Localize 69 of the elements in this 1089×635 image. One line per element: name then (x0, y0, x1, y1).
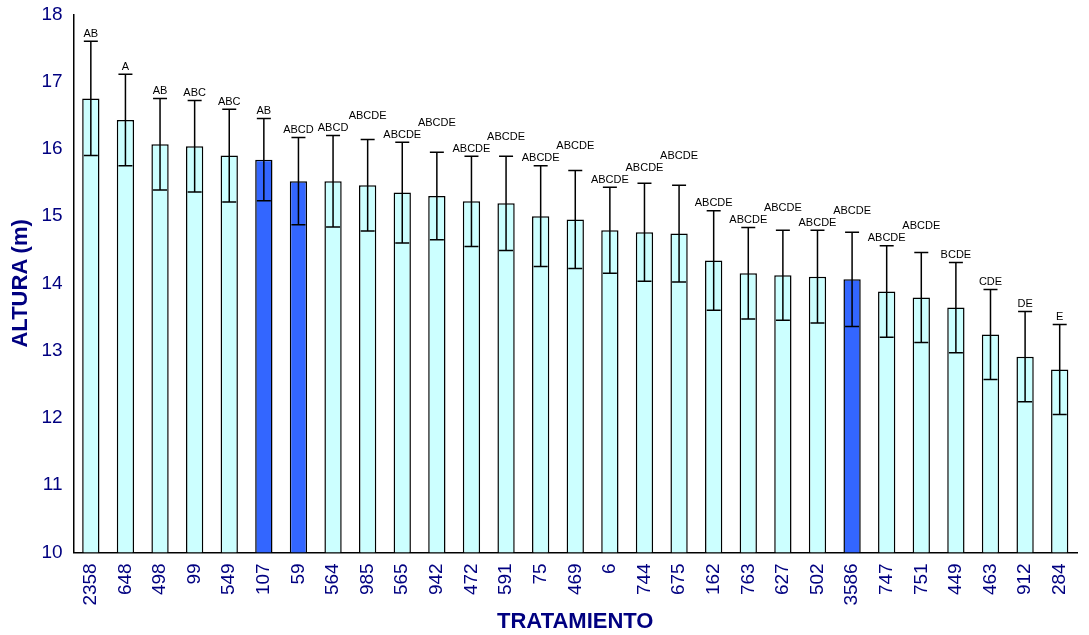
x-tick-label: 747 (874, 563, 896, 596)
annotation: ABCDE (452, 141, 491, 154)
annotation: ABCDE (521, 151, 560, 164)
annotation: ABCDE (348, 108, 387, 121)
x-tick-label: 107 (252, 563, 274, 596)
x-tick-label: 463 (978, 563, 1000, 596)
annotation: ABCDE (556, 139, 595, 152)
annotation: ABCDE (694, 196, 733, 209)
annotation: AB (152, 83, 168, 96)
annotation: ABCD (283, 122, 314, 135)
annotation: ABCDE (798, 215, 837, 228)
annotation: ABCDE (590, 172, 629, 185)
annotation: ABC (183, 86, 206, 98)
x-tick-label: 627 (771, 563, 793, 596)
annotation: ABCDE (729, 213, 768, 226)
x-tick-label: 912 (1013, 563, 1035, 596)
x-tick-label: 99 (182, 563, 204, 585)
annotation: E (1056, 309, 1064, 322)
y-tick-label: 14 (41, 271, 63, 293)
x-axis-title: TRATAMIENTO (497, 607, 654, 633)
annotation: ABC (217, 94, 241, 107)
annotation: CDE (978, 274, 1003, 287)
x-tick-label: 985 (355, 563, 377, 596)
annotation: ABCDE (902, 219, 941, 232)
x-tick-label: 3586 (840, 563, 862, 606)
annotation: AB (256, 104, 272, 117)
annotation: ABCDE (625, 160, 664, 173)
annotation: ABCD (317, 120, 349, 133)
x-tick-label: 751 (909, 563, 931, 596)
y-tick-label: 13 (41, 338, 63, 360)
y-tick-label: 17 (41, 69, 63, 91)
x-tick-label: 284 (1047, 562, 1069, 596)
x-tick-label: 472 (459, 563, 481, 596)
x-tick-label: 498 (148, 563, 170, 596)
annotation: A (121, 59, 130, 72)
x-tick-label: 449 (944, 563, 966, 596)
x-tick-label: 59 (286, 563, 308, 585)
annotation: ABCDE (867, 231, 906, 244)
annotation: BCDE (940, 248, 972, 261)
x-tick-label: 942 (425, 563, 447, 596)
annotation: AB (83, 26, 99, 39)
annotation: ABCDE (763, 201, 802, 214)
x-tick-label: 75 (528, 563, 550, 585)
annotation: DE (1017, 297, 1033, 310)
annotation: ABCDE (487, 129, 526, 142)
x-tick-label: 648 (113, 563, 135, 596)
y-tick-label: 15 (41, 204, 63, 226)
y-tick-label: 10 (41, 540, 63, 562)
annotation: ABCDE (660, 148, 699, 161)
x-tick-label: 6 (598, 563, 620, 574)
annotation: ABCDE (417, 115, 456, 128)
y-tick-label: 18 (41, 2, 63, 24)
x-tick-label: 565 (390, 563, 412, 596)
x-tick-label: 744 (632, 562, 654, 596)
x-tick-label: 763 (736, 563, 758, 596)
x-tick-label: 675 (667, 563, 689, 596)
annotation: ABCDE (383, 127, 422, 140)
x-tick-label: 469 (563, 563, 585, 596)
annotation: ABCDE (833, 203, 872, 216)
x-tick-label: 502 (805, 563, 827, 596)
x-tick-label: 2358 (79, 563, 101, 606)
y-tick-label: 12 (41, 406, 63, 428)
x-tick-label: 591 (494, 563, 516, 596)
y-tick-label: 16 (41, 137, 63, 159)
y-tick-label: 11 (42, 473, 63, 495)
y-axis-title: ALTURA (m) (7, 219, 33, 348)
x-tick-label: 549 (217, 563, 239, 596)
x-tick-label: 162 (701, 563, 723, 596)
x-tick-label: 564 (321, 562, 343, 596)
